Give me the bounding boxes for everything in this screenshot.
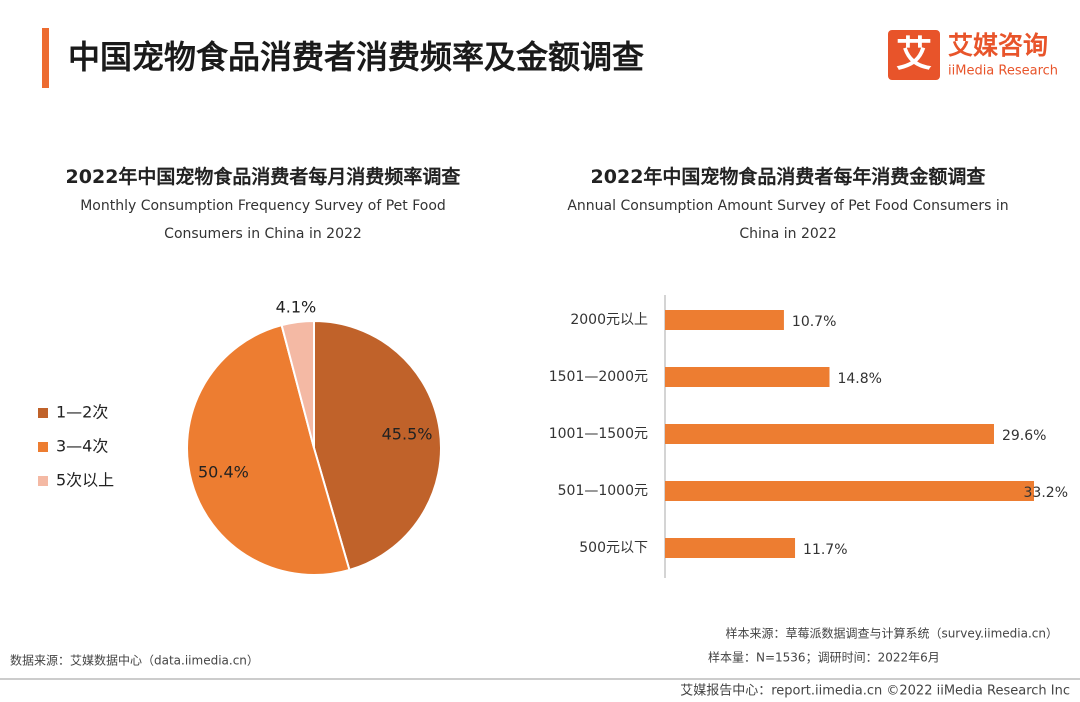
- sample-size: 样本量：N=1536；调研时间：2022年6月: [708, 650, 940, 665]
- bar-subtitle: Annual Consumption Amount Survey of Pet …: [567, 198, 1009, 242]
- bar: [665, 424, 994, 444]
- copyright: 艾媒报告中心：report.iimedia.cn ©2022 iiMedia R…: [680, 684, 1070, 699]
- legend-label: 1—2次: [56, 403, 108, 422]
- value-label: 14.8%: [837, 371, 881, 387]
- data-source: 数据来源：艾媒数据中心（data.iimedia.cn）: [10, 653, 259, 668]
- bar: [665, 538, 796, 558]
- pie-slice: [313, 319, 442, 572]
- y-tick-label: 500元以下: [579, 540, 648, 556]
- value-label: 10.7%: [792, 314, 836, 330]
- bar: [665, 367, 830, 387]
- bar-title: 2022年中国宠物食品消费者每年消费金额调查: [590, 166, 986, 188]
- value-label: 29.6%: [1002, 428, 1046, 444]
- legend-swatch: [38, 408, 48, 418]
- value-label: 4.1%: [276, 298, 317, 317]
- logo-cn: 艾媒咨询: [948, 31, 1048, 60]
- legend-swatch: [38, 476, 48, 486]
- bar: [665, 310, 784, 330]
- legend-swatch: [38, 442, 48, 452]
- y-tick-label: 1501—2000元: [549, 369, 648, 385]
- bar: [665, 481, 1034, 501]
- y-tick-label: 2000元以上: [570, 312, 648, 328]
- logo-icon: 艾: [896, 34, 932, 75]
- y-tick-label: 1001—1500元: [549, 426, 648, 442]
- legend-label: 5次以上: [56, 471, 114, 490]
- pie-slice: [280, 319, 315, 449]
- pie-subtitle: Monthly Consumption Frequency Survey of …: [80, 198, 446, 242]
- logo-box: [888, 30, 940, 80]
- value-label: 33.2%: [1024, 485, 1068, 501]
- y-tick-label: 501—1000元: [558, 483, 648, 499]
- page-title: 中国宠物食品消费者消费频率及金额调查: [68, 38, 644, 76]
- value-label: 45.5%: [382, 424, 433, 443]
- logo-en: iiMedia Research: [948, 64, 1058, 79]
- legend-label: 3—4次: [56, 437, 108, 456]
- title-accent: [42, 28, 49, 88]
- pie-slice: [185, 323, 351, 576]
- pie-title: 2022年中国宠物食品消费者每月消费频率调查: [65, 166, 461, 188]
- sample-source: 样本来源：草莓派数据调查与计算系统（survey.iimedia.cn）: [725, 626, 1058, 641]
- value-label: 50.4%: [198, 463, 249, 482]
- value-label: 11.7%: [803, 542, 847, 558]
